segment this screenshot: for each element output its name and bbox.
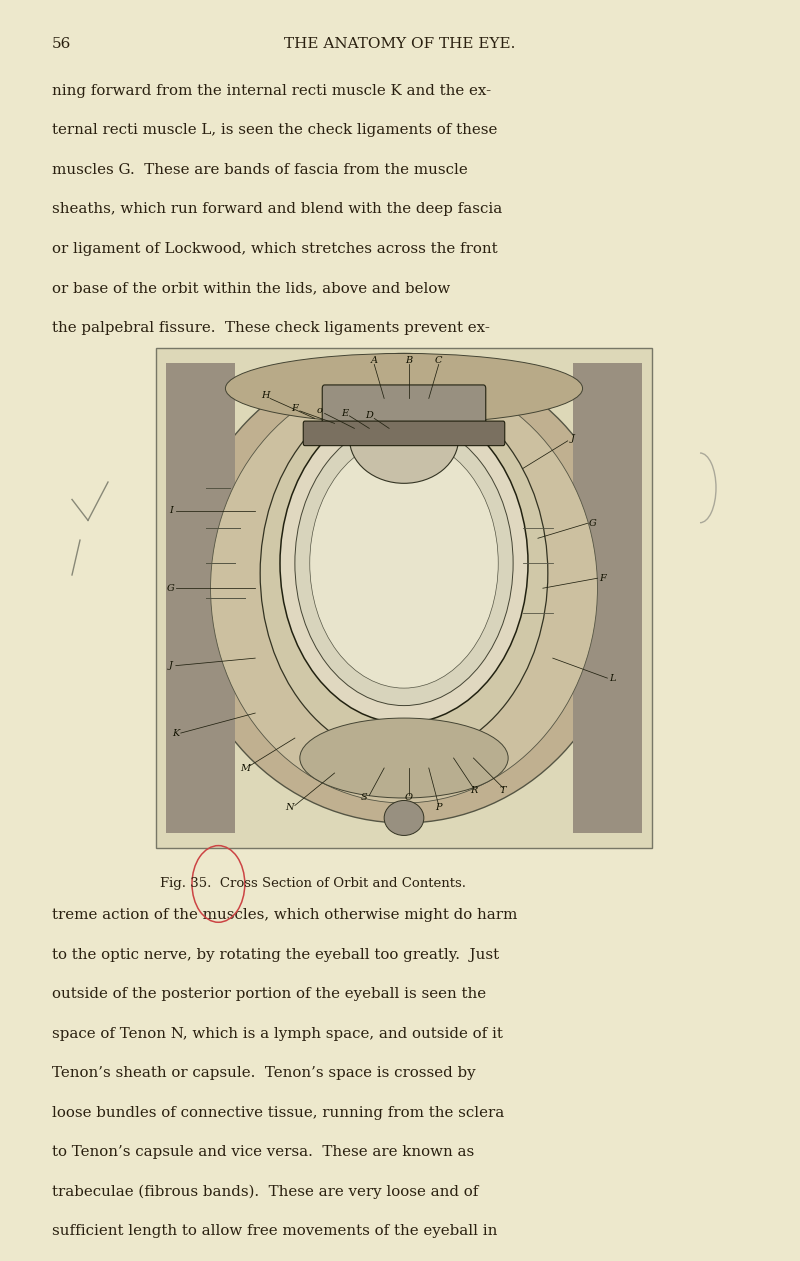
Text: G: G <box>589 518 596 528</box>
Text: R: R <box>470 786 477 794</box>
Text: or ligament of Lockwood, which stretches across the front: or ligament of Lockwood, which stretches… <box>52 242 498 256</box>
Text: the palpebral fissure.  These check ligaments prevent ex-: the palpebral fissure. These check ligam… <box>52 320 490 334</box>
Text: H: H <box>261 391 270 401</box>
Text: ning forward from the internal recti muscle K and the ex-: ning forward from the internal recti mus… <box>52 83 491 97</box>
Text: loose bundles of connective tissue, running from the sclera: loose bundles of connective tissue, runn… <box>52 1106 504 1120</box>
Text: G: G <box>167 584 174 593</box>
Ellipse shape <box>226 353 582 424</box>
Text: space of Tenon N, which is a lymph space, and outside of it: space of Tenon N, which is a lymph space… <box>52 1026 503 1040</box>
Text: to Tenon’s capsule and vice versa.  These are known as: to Tenon’s capsule and vice versa. These… <box>52 1145 474 1159</box>
Text: L: L <box>609 673 615 682</box>
Text: Tenon’s sheath or capsule.  Tenon’s space is crossed by: Tenon’s sheath or capsule. Tenon’s space… <box>52 1067 476 1081</box>
Text: O: O <box>405 793 413 802</box>
Text: J: J <box>570 434 574 443</box>
Text: or base of the orbit within the lids, above and below: or base of the orbit within the lids, ab… <box>52 281 450 295</box>
Ellipse shape <box>260 388 548 758</box>
Text: K: K <box>172 729 179 738</box>
Ellipse shape <box>210 373 598 803</box>
Text: o: o <box>317 406 322 415</box>
Text: outside of the posterior portion of the eyeball is seen the: outside of the posterior portion of the … <box>52 987 486 1001</box>
Ellipse shape <box>384 801 424 836</box>
FancyBboxPatch shape <box>303 421 505 445</box>
Text: D: D <box>366 411 374 420</box>
Text: J: J <box>169 661 173 670</box>
Text: sufficient length to allow free movements of the eyeball in: sufficient length to allow free movement… <box>52 1224 498 1238</box>
Text: muscles G.  These are bands of fascia from the muscle: muscles G. These are bands of fascia fro… <box>52 163 468 177</box>
Text: C: C <box>435 357 442 366</box>
Text: S: S <box>361 793 368 802</box>
Text: N: N <box>286 803 294 812</box>
Bar <box>156 348 652 847</box>
Text: P: P <box>435 803 442 812</box>
Text: F: F <box>599 574 606 583</box>
Text: T: T <box>500 786 506 794</box>
Bar <box>573 363 642 834</box>
FancyBboxPatch shape <box>322 385 486 427</box>
Text: F: F <box>291 404 298 412</box>
Text: A: A <box>370 357 378 366</box>
Text: 56: 56 <box>52 37 71 52</box>
Text: Fig. 35.  Cross Section of Orbit and Contents.: Fig. 35. Cross Section of Orbit and Cont… <box>160 878 466 890</box>
Ellipse shape <box>295 421 513 706</box>
Text: M: M <box>240 763 250 773</box>
Text: to the optic nerve, by rotating the eyeball too greatly.  Just: to the optic nerve, by rotating the eyeb… <box>52 948 499 962</box>
Ellipse shape <box>310 439 498 689</box>
Text: I: I <box>169 507 173 516</box>
Bar <box>166 363 235 834</box>
Text: sheaths, which run forward and blend with the deep fascia: sheaths, which run forward and blend wit… <box>52 202 502 216</box>
Text: ternal recti muscle L, is seen the check ligaments of these: ternal recti muscle L, is seen the check… <box>52 124 498 137</box>
Text: B: B <box>406 357 413 366</box>
Ellipse shape <box>350 393 458 483</box>
Ellipse shape <box>181 353 627 823</box>
Text: E: E <box>341 409 348 417</box>
Text: trabeculae (fibrous bands).  These are very loose and of: trabeculae (fibrous bands). These are ve… <box>52 1185 478 1199</box>
Text: THE ANATOMY OF THE EYE.: THE ANATOMY OF THE EYE. <box>284 37 516 52</box>
Ellipse shape <box>280 404 528 723</box>
Ellipse shape <box>300 718 508 798</box>
Text: treme action of the muscles, which otherwise might do harm: treme action of the muscles, which other… <box>52 908 518 922</box>
